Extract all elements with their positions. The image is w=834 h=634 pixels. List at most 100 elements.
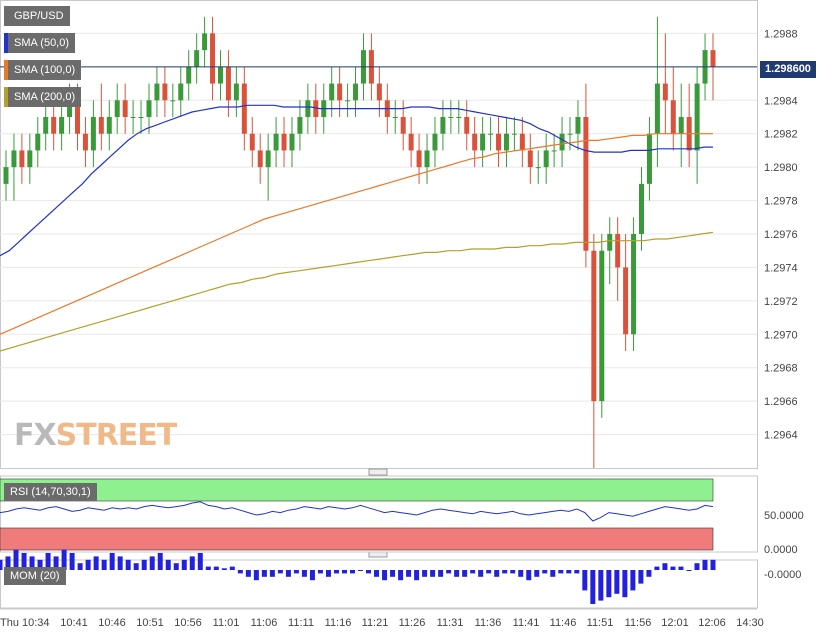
sma200-legend[interactable]: SMA (200,0) [4, 87, 82, 107]
candle-body [106, 117, 112, 134]
watermark-fx: FX [14, 418, 57, 453]
mom-bar [77, 563, 83, 570]
candle-body [329, 83, 335, 101]
candle-body [345, 100, 351, 102]
candle-body [154, 83, 160, 101]
mom-bar [390, 570, 396, 577]
candle-body [488, 133, 494, 135]
mom-bar [454, 570, 460, 577]
rsi-legend-text: RSI (14,70,30,1) [10, 486, 91, 498]
candle-body [67, 100, 73, 117]
candle-body [654, 83, 660, 134]
mom-bar [197, 553, 203, 570]
x-axis-tick-label: 11:21 [362, 617, 389, 629]
candle-body [225, 66, 231, 101]
price-axis-tick-label: 1.2966 [764, 396, 798, 408]
price-axis-tick-label: 1.2964 [764, 430, 798, 442]
candle-body [43, 117, 49, 134]
candle-body [51, 117, 57, 134]
candle-body [646, 133, 652, 184]
sma50-legend-text: SMA (50,0) [14, 37, 70, 49]
candle-body [241, 83, 247, 134]
rsi-axis-tick-label: 50.0000 [764, 510, 804, 522]
mom-bar [301, 570, 307, 577]
candle-body [114, 100, 120, 117]
x-axis-tick-label: 11:11 [288, 617, 314, 629]
mom-bar [654, 566, 660, 570]
candle-body [162, 83, 168, 101]
mom-bar [245, 570, 251, 577]
candle-body [440, 117, 446, 134]
sma100-legend-text: SMA (100,0) [14, 64, 76, 76]
mom-bar [446, 570, 452, 574]
candle-body [583, 117, 589, 251]
mom-bar [253, 570, 259, 581]
mom-bar [309, 570, 315, 581]
candle-body [257, 150, 263, 168]
candle-body [519, 133, 525, 151]
mom-bar [157, 553, 163, 570]
mom-bar [109, 553, 115, 570]
sma100-legend[interactable]: SMA (100,0) [4, 60, 82, 80]
candle-body [178, 83, 184, 101]
mom-bar [85, 559, 91, 570]
sma200-line [0, 231, 714, 352]
x-axis-tick-label: 10:41 [60, 617, 88, 629]
price-axis-tick-label: 1.2968 [764, 363, 798, 375]
mom-bar [662, 563, 668, 570]
x-axis-tick-label: 11:01 [213, 617, 240, 629]
mom-legend[interactable]: MOM (20) [4, 567, 66, 585]
mom-bar [486, 570, 492, 574]
mom-bar [269, 570, 275, 577]
mom-bar [93, 556, 99, 570]
mom-bar [37, 559, 43, 570]
mom-bar [494, 570, 500, 577]
mom-bar [462, 570, 468, 577]
mom-bar [181, 559, 187, 570]
candle-body [678, 117, 684, 134]
mom-bar [349, 570, 355, 574]
candle-body [146, 100, 152, 117]
candle-body [535, 167, 541, 169]
candle-body [670, 100, 676, 134]
mom-bar [101, 559, 107, 570]
rsi-overbought-zone [0, 478, 714, 502]
mom-bar [406, 570, 412, 577]
candle-body [408, 133, 414, 151]
candle-body [567, 133, 573, 135]
rsi-legend[interactable]: RSI (14,70,30,1) [4, 483, 97, 501]
candle-body [11, 150, 17, 168]
candle-body [424, 150, 430, 168]
mom-bar [61, 549, 67, 570]
price-axis-tick-label: 1.2982 [764, 129, 798, 141]
candle-body [551, 150, 557, 152]
mom-bar [422, 570, 428, 577]
x-axis-tick-label: 11:26 [399, 617, 426, 629]
mom-bar [566, 570, 572, 574]
rsi-line [0, 501, 714, 522]
candle-body [392, 117, 398, 118]
candle-body [194, 50, 200, 67]
candle-body [74, 100, 80, 134]
mom-bar [333, 570, 339, 574]
candle-body [130, 117, 136, 118]
mom-bar [125, 559, 131, 570]
candle-body [249, 133, 255, 151]
mom-bar [534, 570, 540, 577]
sma50-legend[interactable]: SMA (50,0) [4, 33, 76, 53]
mom-bar [13, 549, 19, 570]
candle-body [480, 133, 486, 151]
candle-body [575, 117, 581, 134]
candle-body [607, 234, 613, 251]
candle-body [59, 117, 65, 134]
mom-bar [366, 570, 372, 574]
mom-axis-tick-label: -0.0000 [764, 569, 801, 581]
x-axis-tick-label: 10:46 [98, 617, 126, 629]
mom-legend-text: MOM (20) [10, 570, 60, 582]
mom-bar [510, 570, 516, 574]
mom-bar [149, 556, 155, 570]
x-axis-tick-label: 11:36 [475, 617, 502, 629]
mom-bar [398, 570, 404, 581]
candle-body [448, 117, 454, 118]
candle-body [527, 150, 533, 168]
